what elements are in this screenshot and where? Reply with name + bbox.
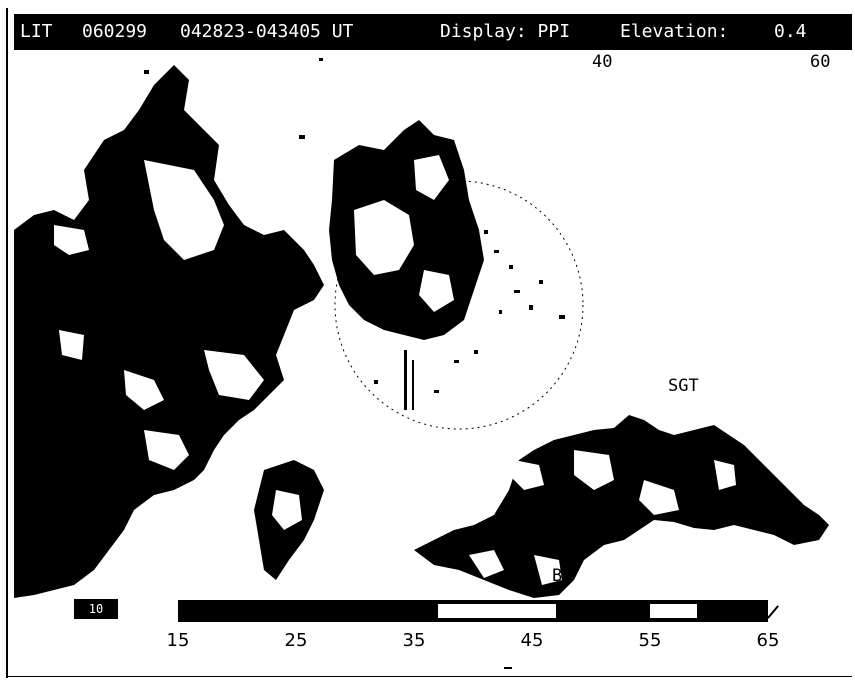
range-badge: 10 [74,599,118,619]
radar-image [14,58,829,598]
range-ring [334,180,584,430]
site-label-mrf: MRF [449,226,480,246]
scale-tick-65: 65 [756,630,780,651]
time-range: 042823-043405 UT [180,21,354,42]
site-label-sgt: SGT [668,376,699,396]
scale-tick-25: 25 [284,630,308,651]
range-label-40: 40 [592,52,613,72]
range-label-60: 60 [810,52,831,72]
bottom-border [6,676,852,677]
scale-tick-15: 15 [166,630,190,651]
elevation-value: 0.4 [774,21,807,42]
scale-tick-45: 45 [520,630,544,651]
echo-speckles [144,58,565,410]
scale-tick-35: 35 [402,630,426,651]
header-bar: LIT 060299 042823-043405 UT Display: PPI… [14,14,852,50]
scale-white-band-1 [650,604,698,618]
scale-white-band-0 [437,604,556,618]
site-label-bf: BF [552,566,573,586]
bottom-mark [504,667,512,669]
scale-tick-55: 55 [638,630,662,651]
left-border [6,8,8,678]
echo-west [14,65,324,598]
reflectivity-scale-bar [178,600,768,622]
echo-southeast [414,415,829,598]
station-id: LIT [20,21,53,42]
scan-date: 060299 [82,21,148,42]
scale-end-mark [767,605,779,619]
elevation-label: Elevation: [620,21,729,42]
display-mode: Display: PPI [440,21,571,42]
